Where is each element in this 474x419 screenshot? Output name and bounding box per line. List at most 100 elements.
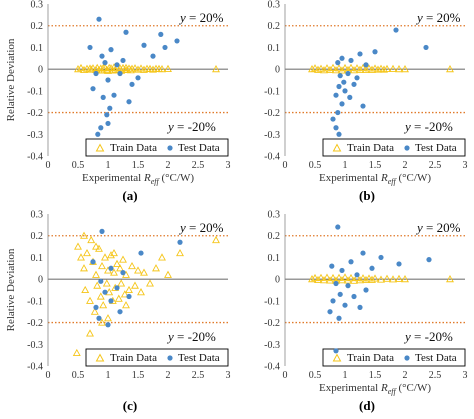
x-tick-label: 2.5 bbox=[192, 370, 205, 381]
test-data-point bbox=[341, 79, 347, 85]
legend-test-marker bbox=[404, 145, 410, 151]
x-label-suffix: (°C/W) bbox=[159, 172, 195, 184]
x-tick-label: 0 bbox=[46, 160, 51, 171]
test-data-point bbox=[337, 73, 343, 79]
y-tick-label: 0.3 bbox=[268, 0, 281, 11]
chart-panel-1: 0.30.20.10-0.1-0.2-0.3-0.40 0.5 1 1.5 2 2.5 3R… bbox=[5, 0, 231, 203]
panel-label: (d) bbox=[359, 398, 375, 413]
x-label-prefix: Experimental bbox=[319, 172, 381, 184]
test-data-point bbox=[335, 109, 341, 116]
x-axis-label: Experimental Reff (°C/W) bbox=[82, 172, 194, 186]
test-data-point bbox=[123, 29, 129, 35]
train-data-point bbox=[140, 65, 148, 73]
train-data-point bbox=[110, 268, 118, 276]
y-axis-label: Relative Deviation bbox=[5, 38, 17, 121]
train-data-point bbox=[323, 273, 331, 281]
test-data-point bbox=[126, 293, 132, 300]
train-data-point bbox=[114, 294, 123, 302]
train-data-point bbox=[83, 248, 91, 257]
test-data-point bbox=[330, 298, 336, 304]
annotation-upper-var: y bbox=[415, 220, 423, 235]
train-data-point bbox=[102, 279, 111, 287]
test-data-point bbox=[372, 49, 378, 55]
test-data-point bbox=[339, 101, 345, 107]
train-data-point bbox=[308, 275, 316, 283]
train-data-point bbox=[164, 270, 172, 278]
annotation-lower: y = -20% bbox=[403, 119, 453, 134]
train-data-point bbox=[341, 273, 349, 281]
x-tick-label: 2.5 bbox=[429, 160, 442, 171]
train-data-point bbox=[137, 64, 145, 72]
train-data-point bbox=[123, 65, 132, 73]
test-data-point bbox=[396, 261, 402, 267]
train-data-point bbox=[87, 235, 96, 244]
x-tick-label: 0 bbox=[283, 370, 288, 381]
test-data-point bbox=[363, 62, 369, 68]
y-tick-label: 0.3 bbox=[268, 210, 281, 221]
x-tick-label: 1 bbox=[106, 370, 111, 381]
y-tick-label: 0.2 bbox=[268, 21, 281, 32]
legend-train-label: Train Data bbox=[110, 142, 157, 154]
test-data-point bbox=[105, 77, 111, 83]
train-data-point bbox=[446, 65, 454, 73]
test-data-point bbox=[141, 42, 147, 48]
x-tick-label: 1 bbox=[343, 370, 348, 381]
annotation-upper-var: y bbox=[415, 10, 423, 25]
legend-box bbox=[85, 138, 229, 157]
test-data-point bbox=[174, 38, 180, 44]
y-tick-label: 0.1 bbox=[268, 253, 281, 264]
train-data-point bbox=[359, 274, 367, 282]
annotation-upper-var: y bbox=[178, 220, 186, 235]
y-tick-label: 0.1 bbox=[31, 253, 44, 264]
train-data-point bbox=[356, 65, 364, 73]
test-data-point bbox=[336, 83, 342, 90]
train-data-point bbox=[362, 65, 370, 74]
x-axis-label: Experimental Reff (°C/W) bbox=[319, 172, 431, 186]
test-data-point bbox=[90, 259, 96, 265]
x-label-subscript: eff bbox=[388, 177, 398, 186]
train-data-point bbox=[107, 251, 115, 259]
x-tick-label: 3 bbox=[226, 370, 231, 381]
train-data-point bbox=[117, 279, 126, 287]
panel-label: (a) bbox=[122, 188, 137, 203]
y-tick-label: 0.1 bbox=[31, 43, 44, 54]
test-data-point bbox=[378, 254, 384, 261]
test-data-point bbox=[102, 60, 108, 66]
annotation-upper-suffix: = 20% bbox=[186, 220, 224, 235]
test-data-point bbox=[360, 103, 366, 109]
annotation-upper: y = 20% bbox=[415, 10, 461, 25]
annotation-lower-var: y bbox=[166, 119, 174, 134]
train-data-point bbox=[320, 66, 328, 74]
train-data-point bbox=[92, 242, 100, 250]
train-data-point bbox=[395, 274, 403, 282]
train-data-point bbox=[90, 307, 99, 315]
annotation-lower-suffix: = -20% bbox=[411, 119, 453, 134]
train-data-point bbox=[81, 285, 90, 294]
legend-train-marker bbox=[95, 143, 105, 152]
test-data-point bbox=[360, 250, 366, 256]
x-axis-label: Experimental Reff (°C/W) bbox=[319, 382, 431, 396]
test-data-point bbox=[93, 304, 99, 310]
train-data-point bbox=[401, 65, 409, 73]
y-tick-label: 0.1 bbox=[268, 43, 281, 54]
test-data-point bbox=[87, 44, 93, 51]
test-data-point bbox=[95, 131, 101, 137]
x-tick-label: 2 bbox=[166, 370, 171, 381]
panel-label: (c) bbox=[123, 398, 137, 413]
y-tick-label: 0 bbox=[275, 65, 280, 76]
train-data-point bbox=[323, 64, 331, 72]
train-data-point bbox=[128, 261, 136, 270]
x-tick-label: 1.5 bbox=[132, 160, 145, 171]
annotation-lower-var: y bbox=[403, 119, 411, 134]
train-data-point bbox=[122, 301, 130, 309]
annotation-upper: y = 20% bbox=[415, 220, 461, 235]
test-data-point bbox=[354, 272, 360, 278]
train-data-point bbox=[176, 248, 184, 257]
annotation-lower-suffix: = -20% bbox=[411, 329, 453, 344]
train-data-point bbox=[368, 65, 376, 73]
test-data-point bbox=[108, 298, 114, 304]
train-data-point bbox=[341, 63, 349, 72]
test-data-point bbox=[348, 259, 354, 265]
test-data-point bbox=[335, 224, 341, 230]
test-data-point bbox=[114, 62, 120, 68]
